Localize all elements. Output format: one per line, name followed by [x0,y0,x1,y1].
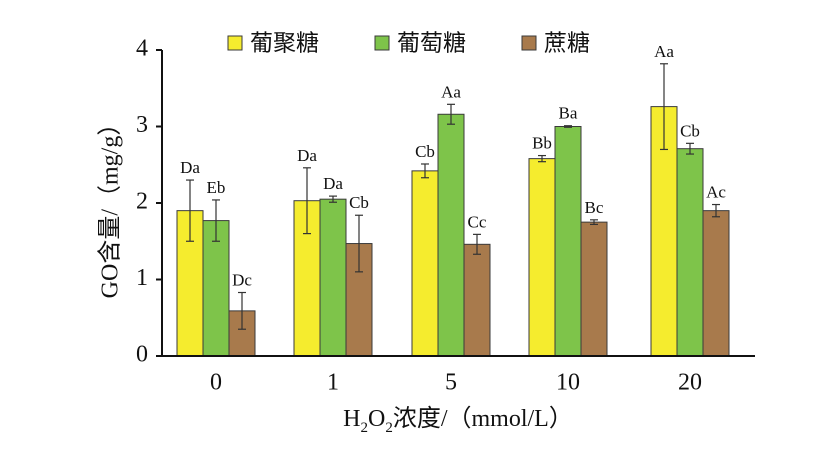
legend-swatch [374,35,390,51]
significance-label: Da [323,174,343,193]
significance-label: Da [180,158,200,177]
legend: 葡聚糖 葡萄糖 蔗糖 [227,31,590,57]
significance-label: Da [297,146,317,165]
significance-label: Bb [532,134,552,153]
x-tick-label: 20 [678,370,702,396]
significance-label: Cb [680,121,700,140]
y-tick-label: 0 [136,342,148,368]
bar [580,221,608,357]
significance-label: Ac [706,183,726,202]
significance-label: Cb [349,193,369,212]
significance-label: Cb [415,142,435,161]
x-axis-title: H2O2浓度/（mmol/L） [343,405,573,436]
bar [676,148,704,357]
bar [202,220,230,357]
error-bars [186,63,720,330]
significance-labels: Da Da Cb Bb Aa Eb Da Aa Ba Cb Dc Cb Cc Bc Ac [180,42,726,290]
bar [554,126,582,357]
x-tick-label: 5 [445,370,457,396]
bars [176,106,730,357]
bar [702,210,730,357]
bar [411,170,439,357]
bar [528,158,556,357]
significance-label: Aa [441,82,461,101]
y-tick-label: 4 [136,36,148,62]
significance-label: Bc [585,198,604,217]
significance-label: Dc [232,271,252,290]
y-tick-label: 3 [136,112,148,138]
y-axis-title: GO含量/（mg/g） [97,112,124,299]
y-tick-label: 1 [136,265,148,291]
significance-label: Cc [468,212,487,231]
legend-label: 葡萄糖 [397,31,466,57]
bar [319,198,347,357]
bar [437,113,465,357]
y-tick-label: 2 [136,189,148,215]
significance-label: Eb [207,178,226,197]
x-tick-label: 0 [210,370,222,396]
legend-label: 蔗糖 [544,31,590,57]
x-tick-label: 1 [327,370,339,396]
y-ticks: 0 1 2 3 4 [136,36,162,368]
x-tick-label: 10 [556,370,580,396]
legend-swatch [227,35,243,51]
bar [463,243,491,357]
x-ticks: 0 1 5 10 20 [210,370,702,396]
significance-label: Ba [559,104,578,123]
significance-label: Aa [654,42,674,61]
legend-label: 葡聚糖 [250,31,319,57]
legend-swatch [521,35,537,51]
